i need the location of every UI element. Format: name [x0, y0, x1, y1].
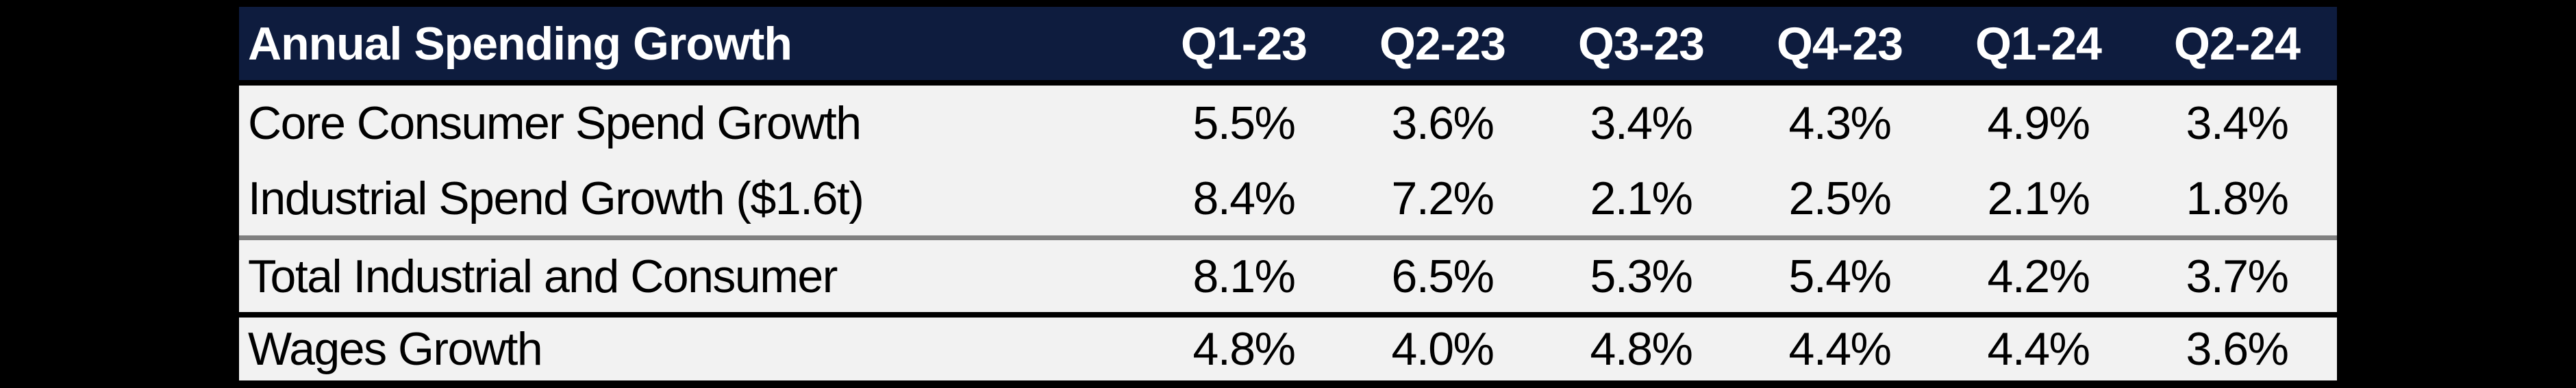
column-header-q2-24: Q2-24	[2174, 17, 2301, 70]
table-header-row: Annual Spending Growth Q1-23 Q2-23 Q3-23…	[239, 7, 2337, 80]
table-row-wages: Wages Growth 4.8% 4.0% 4.8% 4.4% 4.4% 3.…	[239, 318, 2337, 380]
value-cell: 4.0%	[1391, 323, 1495, 375]
value-cell: 3.4%	[2186, 97, 2290, 149]
value-cell: 2.5%	[1788, 172, 1892, 224]
spending-growth-table: Annual Spending Growth Q1-23 Q2-23 Q3-23…	[239, 7, 2337, 388]
value-cell: 4.4%	[1987, 323, 2091, 375]
value-cell: 4.3%	[1788, 97, 1892, 149]
value-cell: 4.9%	[1987, 97, 2091, 149]
gray-separator	[239, 235, 2337, 240]
row-label: Total Industrial and Consumer	[248, 250, 838, 302]
column-header-q4-23: Q4-23	[1777, 17, 1903, 70]
table-row-total: Total Industrial and Consumer 8.1% 6.5% …	[239, 240, 2337, 312]
value-cell: 3.4%	[1590, 97, 1694, 149]
value-cell: 1.8%	[2186, 172, 2290, 224]
row-label: Wages Growth	[248, 323, 543, 375]
value-cell: 3.6%	[1391, 97, 1495, 149]
column-header-q1-23: Q1-23	[1181, 17, 1308, 70]
column-header-q1-24: Q1-24	[1975, 17, 2102, 70]
column-header-q3-23: Q3-23	[1578, 17, 1705, 70]
value-cell: 3.7%	[2186, 250, 2290, 302]
row-label: Core Consumer Spend Growth	[248, 97, 862, 149]
bottom-border	[239, 380, 2337, 388]
total-divider	[239, 312, 2337, 318]
value-cell: 5.5%	[1192, 97, 1297, 149]
header-divider	[239, 80, 2337, 86]
value-cell: 5.4%	[1788, 250, 1892, 302]
row-label: Industrial Spend Growth ($1.6t)	[248, 172, 864, 224]
value-cell: 7.2%	[1391, 172, 1495, 224]
value-cell: 4.8%	[1192, 323, 1297, 375]
value-cell: 4.4%	[1788, 323, 1892, 375]
value-cell: 8.1%	[1192, 250, 1297, 302]
value-cell: 2.1%	[1590, 172, 1694, 224]
value-cell: 4.2%	[1987, 250, 2091, 302]
value-cell: 6.5%	[1391, 250, 1495, 302]
value-cell: 3.6%	[2186, 323, 2290, 375]
column-header-q2-23: Q2-23	[1379, 17, 1506, 70]
table-row-industrial: Industrial Spend Growth ($1.6t) 8.4% 7.2…	[239, 161, 2337, 235]
value-cell: 4.8%	[1590, 323, 1694, 375]
table-title: Annual Spending Growth	[248, 17, 792, 70]
table-row-core-consumer: Core Consumer Spend Growth 5.5% 3.6% 3.4…	[239, 86, 2337, 161]
value-cell: 2.1%	[1987, 172, 2091, 224]
value-cell: 5.3%	[1590, 250, 1694, 302]
value-cell: 8.4%	[1192, 172, 1297, 224]
